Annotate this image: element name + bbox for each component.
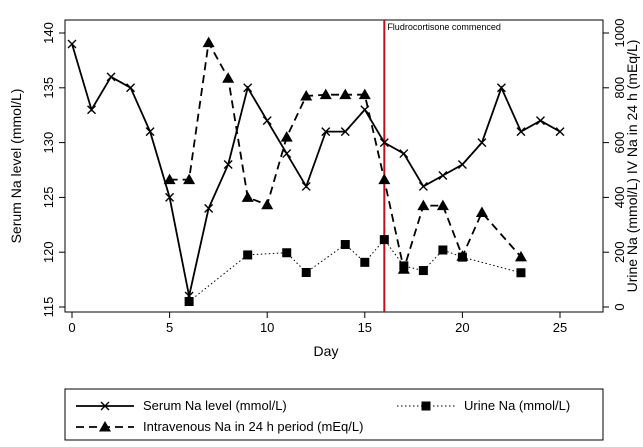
data-point <box>514 250 527 262</box>
x-tick-label: 0 <box>68 320 75 335</box>
legend-marker <box>100 401 110 411</box>
y-left-tick-label: 120 <box>41 241 56 263</box>
legend-entry: Serum Na level (mmol/L) <box>76 398 287 413</box>
data-point <box>438 245 448 255</box>
data-point <box>321 127 331 137</box>
y-right-tick-label: 600 <box>612 132 627 154</box>
y-right-tick-label: 800 <box>612 77 627 99</box>
y-right-tick-label: 200 <box>612 241 627 263</box>
data-point <box>204 203 214 213</box>
data-point <box>397 263 410 274</box>
data-point <box>319 88 332 100</box>
data-point <box>163 173 176 185</box>
data-point <box>202 36 215 48</box>
data-point <box>126 83 136 93</box>
data-point <box>165 192 175 202</box>
legend-label: Serum Na level (mmol/L) <box>143 398 287 413</box>
data-point <box>379 138 389 148</box>
data-point <box>339 88 352 100</box>
series-line <box>188 238 522 302</box>
data-point <box>456 250 469 261</box>
y-right-tick-label: 400 <box>612 187 627 209</box>
y-left-tick-label: 130 <box>41 132 56 154</box>
data-point <box>184 297 194 307</box>
series-layer <box>67 36 565 307</box>
data-point <box>282 248 292 258</box>
data-point <box>516 268 526 278</box>
data-point <box>535 116 545 126</box>
data-point <box>399 149 409 159</box>
axes-layer: 0 5 10 15 20 25 115 120 125 130 135 140 0 200 400 600 80… <box>41 19 627 335</box>
x-tick-label: 25 <box>553 320 567 335</box>
data-point <box>360 257 370 267</box>
data-point <box>477 138 487 148</box>
data-point <box>243 250 253 260</box>
series-2 <box>163 36 527 274</box>
x-axis-title: Day <box>314 343 339 359</box>
x-tick-label: 15 <box>358 320 372 335</box>
legend-entry: Urine Na (mmol/L) <box>397 398 570 413</box>
data-point <box>183 173 196 185</box>
data-point <box>417 199 430 211</box>
y-axis-right-title: Urine Na (mmol/L) IV Na in 24 h (mEq/L) <box>624 40 640 293</box>
data-point <box>438 170 448 180</box>
x-tick-label: 5 <box>166 320 173 335</box>
data-point <box>379 235 389 245</box>
series-1 <box>184 235 526 307</box>
legend-marker <box>99 421 111 432</box>
data-point <box>301 267 311 277</box>
data-point <box>418 181 428 191</box>
y-left-tick-label: 125 <box>41 187 56 209</box>
x-tick-label: 10 <box>260 320 274 335</box>
y-left-tick-label: 140 <box>41 22 56 44</box>
data-point <box>223 160 233 170</box>
data-point <box>516 127 526 137</box>
legend-label: Urine Na (mmol/L) <box>464 398 570 413</box>
annotation-layer: Fludrocortisone commenced <box>383 20 501 312</box>
y-left-tick-label: 115 <box>41 297 56 318</box>
data-point <box>280 131 293 142</box>
data-point <box>436 199 449 211</box>
x-tick-label: 20 <box>455 320 469 335</box>
data-point <box>261 198 274 210</box>
legend-label: Intravenous Na in 24 h period (mEq/L) <box>143 419 363 434</box>
data-point <box>496 83 506 93</box>
data-point <box>282 149 292 159</box>
legend-entry: Intravenous Na in 24 h period (mEq/L) <box>76 419 363 434</box>
data-point <box>262 116 272 126</box>
data-point <box>457 160 467 170</box>
y-left-tick-label: 135 <box>41 77 56 99</box>
y-right-tick-label: 0 <box>612 303 627 310</box>
data-point <box>301 181 311 191</box>
data-point <box>106 72 116 82</box>
plot-frame <box>64 19 604 313</box>
data-point <box>300 90 313 101</box>
legend-marker <box>421 401 431 411</box>
data-point <box>555 127 565 137</box>
y-right-tick-label: 1000 <box>612 19 627 48</box>
data-point <box>87 105 97 115</box>
annotation-label: Fludrocortisone commenced <box>387 22 501 32</box>
data-point <box>340 127 350 137</box>
y-axis-left-title: Serum Na level (mmol/L) <box>8 89 24 244</box>
data-point <box>418 266 428 276</box>
data-point <box>358 88 371 100</box>
data-point <box>340 240 350 250</box>
legend-box <box>64 388 604 441</box>
series-0 <box>67 39 565 301</box>
data-point <box>145 127 155 137</box>
data-point <box>243 83 253 93</box>
series-line <box>169 39 522 273</box>
legend-layer: Serum Na level (mmol/L) Urine Na (mmol/L)… <box>64 388 604 441</box>
series-line <box>71 43 561 297</box>
data-point <box>241 191 254 202</box>
data-point <box>222 72 235 83</box>
data-point <box>67 39 77 49</box>
data-point <box>378 173 391 185</box>
data-point <box>475 206 488 217</box>
